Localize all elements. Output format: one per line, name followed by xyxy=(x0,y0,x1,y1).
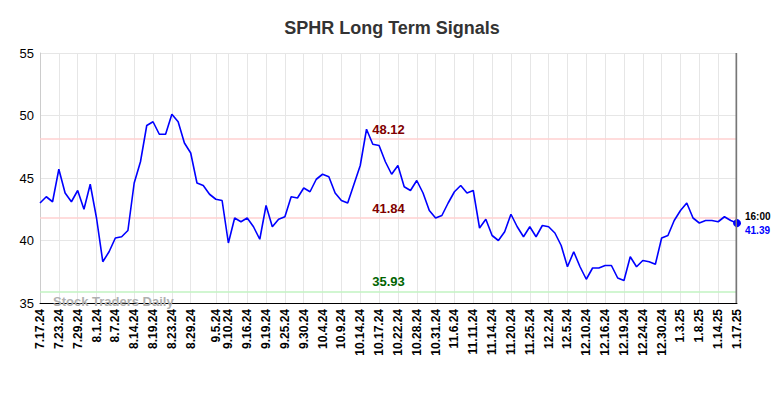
svg-text:1.17.25: 1.17.25 xyxy=(730,309,744,349)
svg-text:9.19.24: 9.19.24 xyxy=(259,309,273,349)
svg-text:12.2.24: 12.2.24 xyxy=(542,309,556,349)
svg-text:8.14.24: 8.14.24 xyxy=(127,309,141,349)
svg-text:1.3.25: 1.3.25 xyxy=(673,309,687,343)
svg-text:10.31.24: 10.31.24 xyxy=(429,309,443,356)
svg-text:11.6.24: 11.6.24 xyxy=(447,309,461,349)
svg-text:11.20.24: 11.20.24 xyxy=(504,309,518,355)
svg-text:40: 40 xyxy=(20,233,34,248)
svg-text:1.8.25: 1.8.25 xyxy=(692,309,706,343)
svg-text:7.17.24: 7.17.24 xyxy=(33,309,47,349)
svg-text:55: 55 xyxy=(20,46,34,61)
svg-text:11.11.24: 11.11.24 xyxy=(466,309,480,355)
svg-text:8.23.24: 8.23.24 xyxy=(165,309,179,349)
svg-text:8.7.24: 8.7.24 xyxy=(108,309,122,343)
svg-text:10.22.24: 10.22.24 xyxy=(391,309,405,356)
svg-text:50: 50 xyxy=(20,108,34,123)
svg-text:12.24.24: 12.24.24 xyxy=(636,309,650,356)
svg-text:9.30.24: 9.30.24 xyxy=(297,309,311,349)
svg-text:41.39: 41.39 xyxy=(745,225,770,236)
svg-text:8.1.24: 8.1.24 xyxy=(90,309,104,343)
svg-text:7.23.24: 7.23.24 xyxy=(52,309,66,349)
svg-text:12.30.24: 12.30.24 xyxy=(655,309,669,356)
svg-text:45: 45 xyxy=(20,171,34,186)
svg-text:12.19.24: 12.19.24 xyxy=(617,309,631,356)
svg-text:9.16.24: 9.16.24 xyxy=(240,309,254,349)
svg-text:41.84: 41.84 xyxy=(372,201,405,216)
svg-text:35: 35 xyxy=(20,296,34,311)
svg-text:1.14.25: 1.14.25 xyxy=(711,309,725,349)
svg-text:10.9.24: 10.9.24 xyxy=(334,309,348,349)
svg-text:11.14.24: 11.14.24 xyxy=(485,309,499,355)
svg-text:35.93: 35.93 xyxy=(372,274,405,289)
svg-text:9.25.24: 9.25.24 xyxy=(278,309,292,349)
svg-text:48.12: 48.12 xyxy=(372,122,405,137)
svg-text:11.25.24: 11.25.24 xyxy=(523,309,537,355)
svg-text:16:00: 16:00 xyxy=(745,211,771,222)
svg-text:9.10.24: 9.10.24 xyxy=(221,309,235,349)
svg-text:Stock Traders Daily: Stock Traders Daily xyxy=(53,294,174,309)
svg-text:8.29.24: 8.29.24 xyxy=(184,309,198,349)
svg-text:9.5.24: 9.5.24 xyxy=(208,309,223,343)
svg-text:12.5.24: 12.5.24 xyxy=(560,309,574,349)
svg-text:10.4.24: 10.4.24 xyxy=(316,309,330,349)
svg-text:8.19.24: 8.19.24 xyxy=(146,309,160,349)
svg-text:7.29.24: 7.29.24 xyxy=(71,309,85,349)
svg-text:12.16.24: 12.16.24 xyxy=(598,309,612,356)
svg-text:10.17.24: 10.17.24 xyxy=(372,309,386,356)
svg-text:10.28.24: 10.28.24 xyxy=(410,309,424,356)
svg-text:10.14.24: 10.14.24 xyxy=(353,309,367,356)
svg-text:SPHR Long Term Signals: SPHR Long Term Signals xyxy=(284,18,500,38)
svg-text:12.10.24: 12.10.24 xyxy=(579,309,593,356)
